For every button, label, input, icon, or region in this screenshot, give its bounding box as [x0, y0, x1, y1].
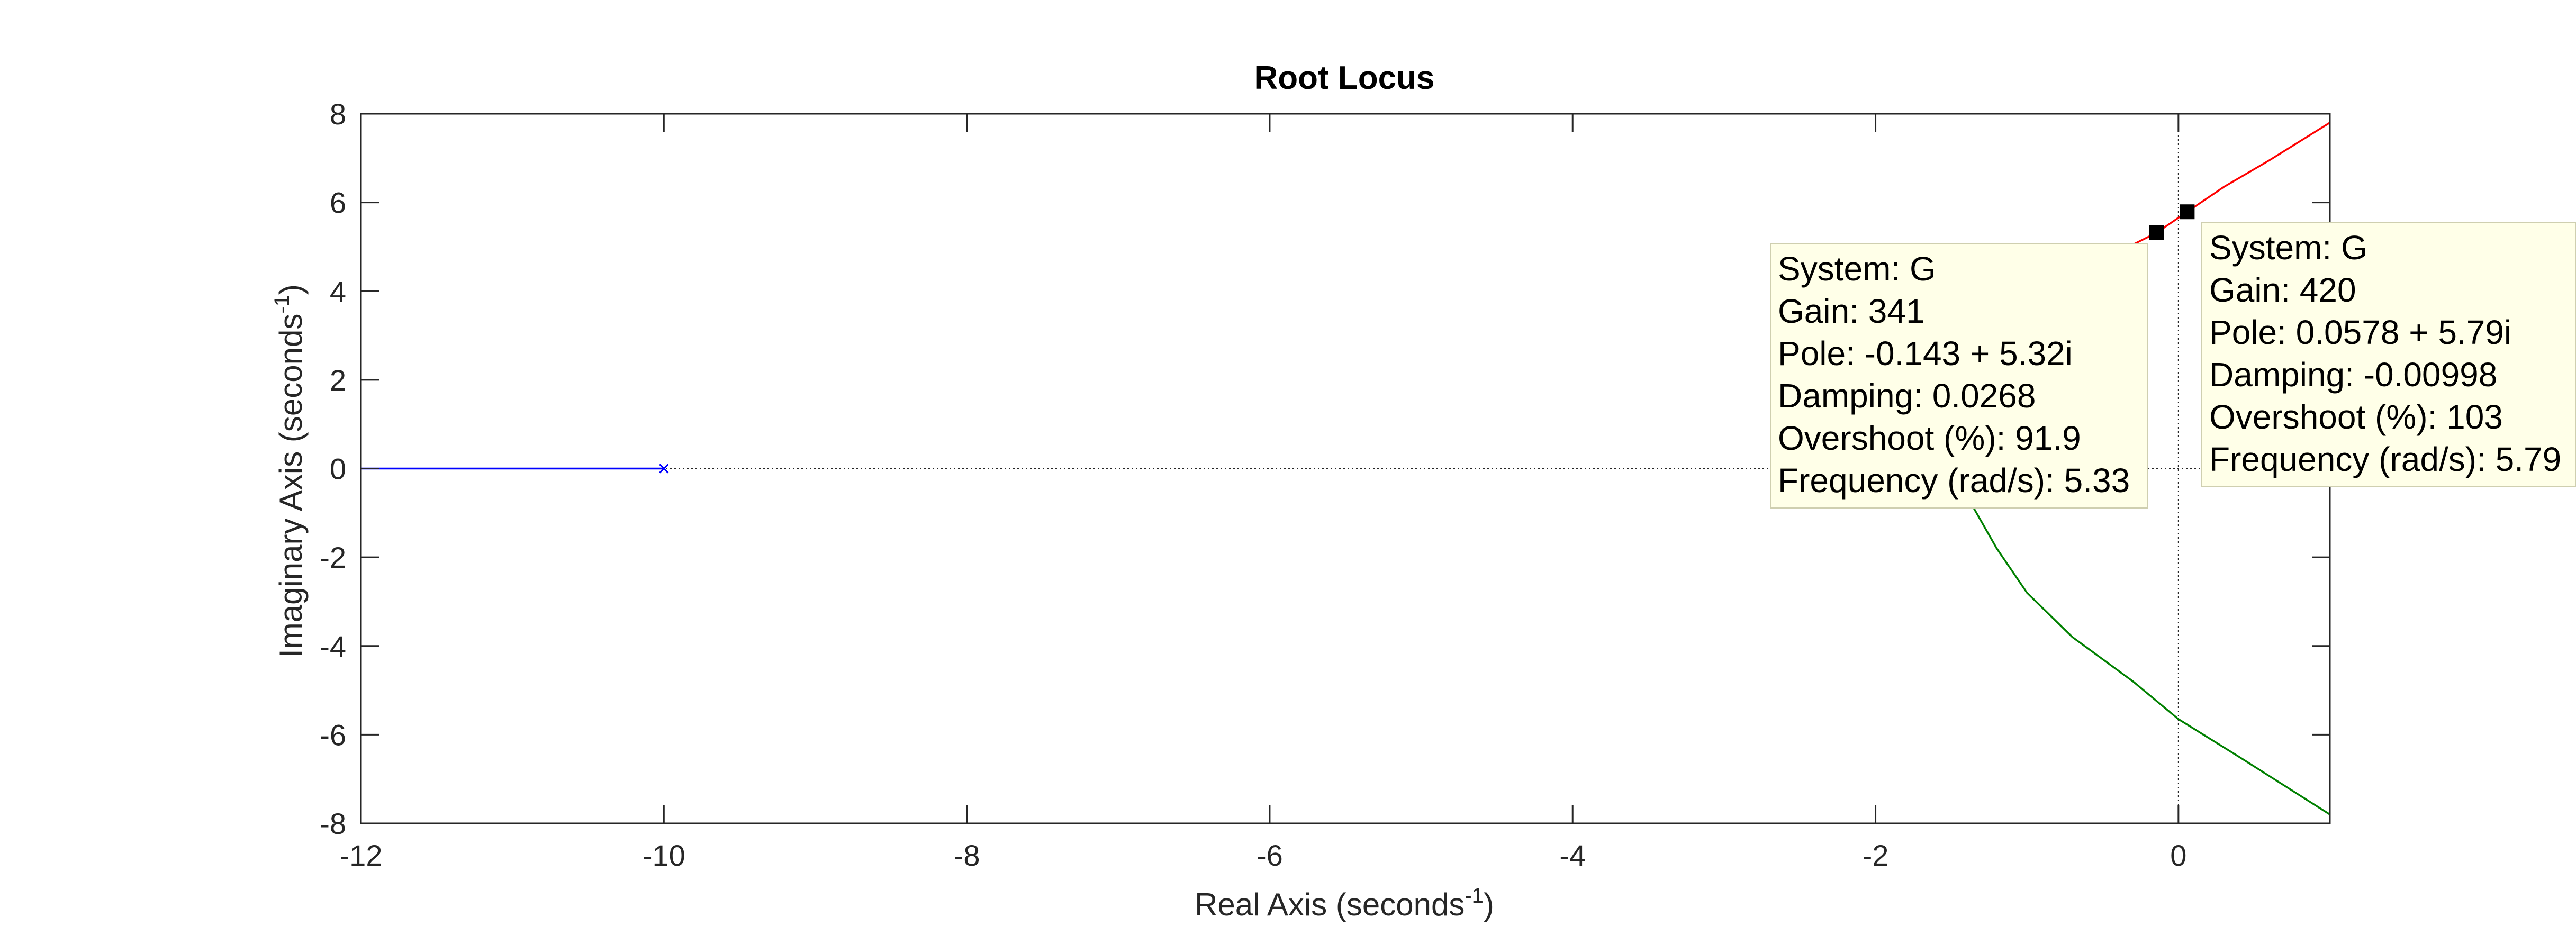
x-tick-label: -2 [1863, 839, 1889, 872]
y-axis-label-superscript: -1 [270, 295, 294, 314]
y-tick-label: -4 [320, 630, 346, 663]
datatip-line: Overshoot (%): 103 [2209, 398, 2503, 436]
x-axis-label-superscript: -1 [1465, 884, 1484, 907]
y-tick-label: -2 [320, 541, 346, 574]
locus-branch-3 [1958, 473, 2330, 815]
y-tick-label: 8 [330, 97, 346, 131]
x-axis-label-main: Real Axis (seconds [1195, 887, 1465, 922]
x-axis-label-close: ) [1484, 887, 1494, 922]
y-axis-label: Imaginary Axis (seconds-1) [270, 284, 309, 658]
y-tick-label: -8 [320, 807, 346, 840]
datatip-line: Damping: 0.0268 [1778, 377, 2036, 415]
y-axis-label-close: ) [273, 284, 309, 295]
x-tick-label: -12 [340, 839, 383, 872]
datatip-marker [2180, 204, 2195, 220]
x-tick-label: -10 [643, 839, 685, 872]
x-tick-label: -4 [1559, 839, 1586, 872]
x-axis-label: Real Axis (seconds-1) [1195, 884, 1494, 922]
datatip-box [2201, 222, 2576, 487]
y-tick-label: 4 [330, 275, 346, 308]
y-tick-label: 2 [330, 364, 346, 397]
chart-title: Root Locus [1254, 60, 1435, 96]
datatip-line: Pole: 0.0578 + 5.79i [2209, 313, 2511, 351]
datatip-line: System: G [1778, 250, 1936, 288]
datatip-line: Pole: -0.143 + 5.32i [1778, 334, 2073, 373]
datatip-line: Gain: 341 [1778, 292, 1925, 330]
datatip-line: Overshoot (%): 91.9 [1778, 419, 2081, 457]
datatip-box [1770, 243, 2148, 509]
x-tick-label: 0 [2170, 839, 2186, 872]
datatip-line: Frequency (rad/s): 5.33 [1778, 461, 2130, 500]
x-tick-label: -6 [1257, 839, 1283, 872]
datatips: System: G Gain: 341 Pole: -0.143 + 5.32i Da… [1770, 204, 2576, 509]
datatip-line: Gain: 420 [2209, 271, 2356, 309]
datatip-1: System: G Gain: 341 Pole: -0.143 + 5.32i Da… [1770, 225, 2164, 509]
y-axis-label-main: Imaginary Axis (seconds [273, 314, 309, 658]
datatip-marker [2149, 225, 2164, 240]
datatip-line: System: G [2209, 229, 2367, 267]
datatip-line: Damping: -0.00998 [2209, 356, 2497, 394]
pole-marker-1 [659, 464, 669, 474]
y-tick-label: 0 [330, 452, 346, 486]
datatip-line: Frequency (rad/s): 5.79 [2209, 440, 2561, 478]
x-tick-label: -8 [954, 839, 980, 872]
datatip-2: System: G Gain: 420 Pole: 0.0578 + 5.79i Da… [2180, 204, 2576, 487]
y-tick-label: 6 [330, 186, 346, 220]
y-tick-label: -6 [320, 718, 346, 751]
